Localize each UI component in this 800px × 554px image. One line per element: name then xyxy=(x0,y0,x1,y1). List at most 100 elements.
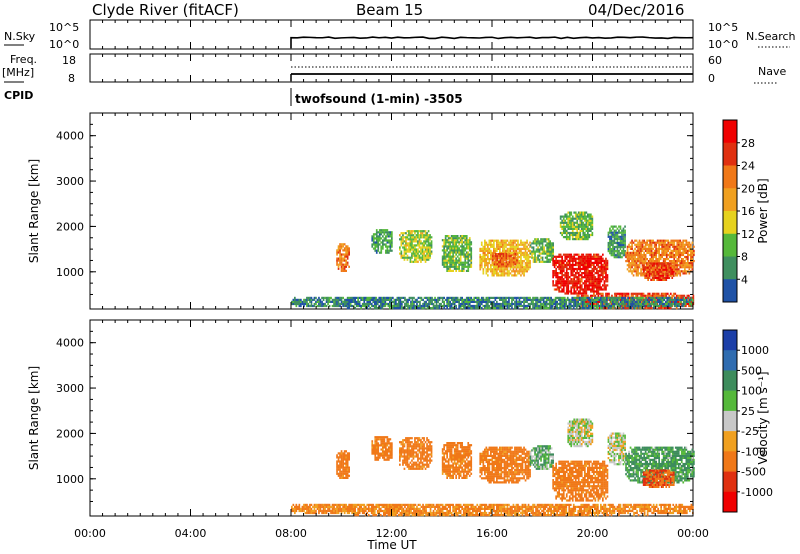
data-cell xyxy=(453,261,456,264)
data-cell xyxy=(375,296,378,299)
data-cell xyxy=(599,284,601,287)
data-cell xyxy=(576,280,579,283)
data-cell xyxy=(465,255,468,258)
data-cell xyxy=(500,268,503,271)
data-cell xyxy=(612,225,614,228)
data-cell xyxy=(657,270,660,273)
data-cell xyxy=(612,300,614,303)
data-cell xyxy=(514,274,516,277)
data-cell xyxy=(669,300,672,303)
data-cell xyxy=(602,257,604,260)
data-cell xyxy=(414,244,416,247)
data-cell xyxy=(506,307,509,310)
data-cell xyxy=(450,237,453,240)
data-cell xyxy=(470,265,473,268)
data-cell xyxy=(645,268,648,271)
data-cell xyxy=(571,296,574,299)
data-cell xyxy=(601,304,604,308)
data-cell xyxy=(484,243,486,246)
data-cell xyxy=(555,263,557,267)
data-cell xyxy=(555,267,557,271)
data-cell xyxy=(653,270,655,273)
data-cell xyxy=(517,253,519,257)
data-cell xyxy=(618,225,620,228)
data-cell xyxy=(619,231,622,234)
data-cell xyxy=(429,234,431,237)
data-cell xyxy=(637,253,639,257)
data-cell xyxy=(585,300,588,303)
data-cell xyxy=(309,300,311,303)
data-cell xyxy=(576,238,579,241)
data-cell xyxy=(628,266,630,269)
data-cell xyxy=(526,245,528,248)
data-cell xyxy=(411,234,413,237)
data-cell xyxy=(680,253,683,257)
data-cell xyxy=(670,241,673,244)
data-cell xyxy=(573,255,576,258)
data-cell xyxy=(377,243,380,246)
data-cell xyxy=(647,251,650,254)
data-cell xyxy=(444,304,447,308)
data-cell xyxy=(591,282,594,285)
data-cell xyxy=(649,296,652,299)
data-cell xyxy=(420,246,422,249)
data-cell xyxy=(664,274,667,277)
data-cell xyxy=(532,304,534,308)
data-cell xyxy=(641,239,644,242)
data-cell xyxy=(559,296,561,299)
data-cell xyxy=(405,250,407,253)
data-cell xyxy=(553,302,555,306)
data-cell xyxy=(684,247,686,250)
data-cell xyxy=(544,304,546,308)
data-cell xyxy=(613,298,616,301)
data-cell xyxy=(342,296,344,299)
data-cell xyxy=(511,270,513,273)
data-cell xyxy=(485,302,488,306)
data-cell xyxy=(648,276,651,279)
data-cell xyxy=(484,253,486,257)
data-cell xyxy=(600,288,603,291)
data-cell xyxy=(612,243,614,247)
data-cell xyxy=(514,251,516,254)
data-cell xyxy=(577,278,580,281)
data-cell xyxy=(459,257,462,260)
data-cell xyxy=(684,298,687,301)
data-cell xyxy=(376,298,379,301)
data-cell xyxy=(576,272,579,275)
data-cell xyxy=(689,296,692,299)
data-cell xyxy=(562,223,565,226)
data-cell xyxy=(597,274,600,277)
data-cell xyxy=(549,258,551,261)
data-cell xyxy=(493,268,495,271)
data-cell xyxy=(613,229,616,232)
data-cell xyxy=(464,241,467,244)
data-cell xyxy=(520,268,522,271)
data-cell xyxy=(687,258,689,261)
data-cell xyxy=(529,264,531,267)
data-cell xyxy=(613,254,616,257)
data-cell xyxy=(468,249,471,252)
data-cell xyxy=(476,300,479,303)
data-cell xyxy=(627,300,629,303)
data-cell xyxy=(636,296,638,299)
data-cell xyxy=(587,276,589,279)
data-cell xyxy=(363,296,366,299)
data-cell xyxy=(541,302,543,306)
data-cell xyxy=(662,272,664,275)
data-cell xyxy=(597,259,600,262)
data-cell xyxy=(482,245,485,248)
data-cell xyxy=(562,290,565,293)
data-cell xyxy=(449,261,451,264)
data-cell xyxy=(576,231,579,235)
data-cell xyxy=(576,298,579,301)
data-cell xyxy=(400,236,403,239)
data-cell xyxy=(685,272,688,275)
data-cell xyxy=(637,241,639,244)
data-cell xyxy=(609,298,611,301)
data-cell xyxy=(534,252,536,255)
data-cell xyxy=(635,245,638,248)
data-cell xyxy=(512,302,515,306)
data-cell xyxy=(424,246,427,249)
data-cell xyxy=(653,300,655,303)
data-cell xyxy=(571,267,574,271)
